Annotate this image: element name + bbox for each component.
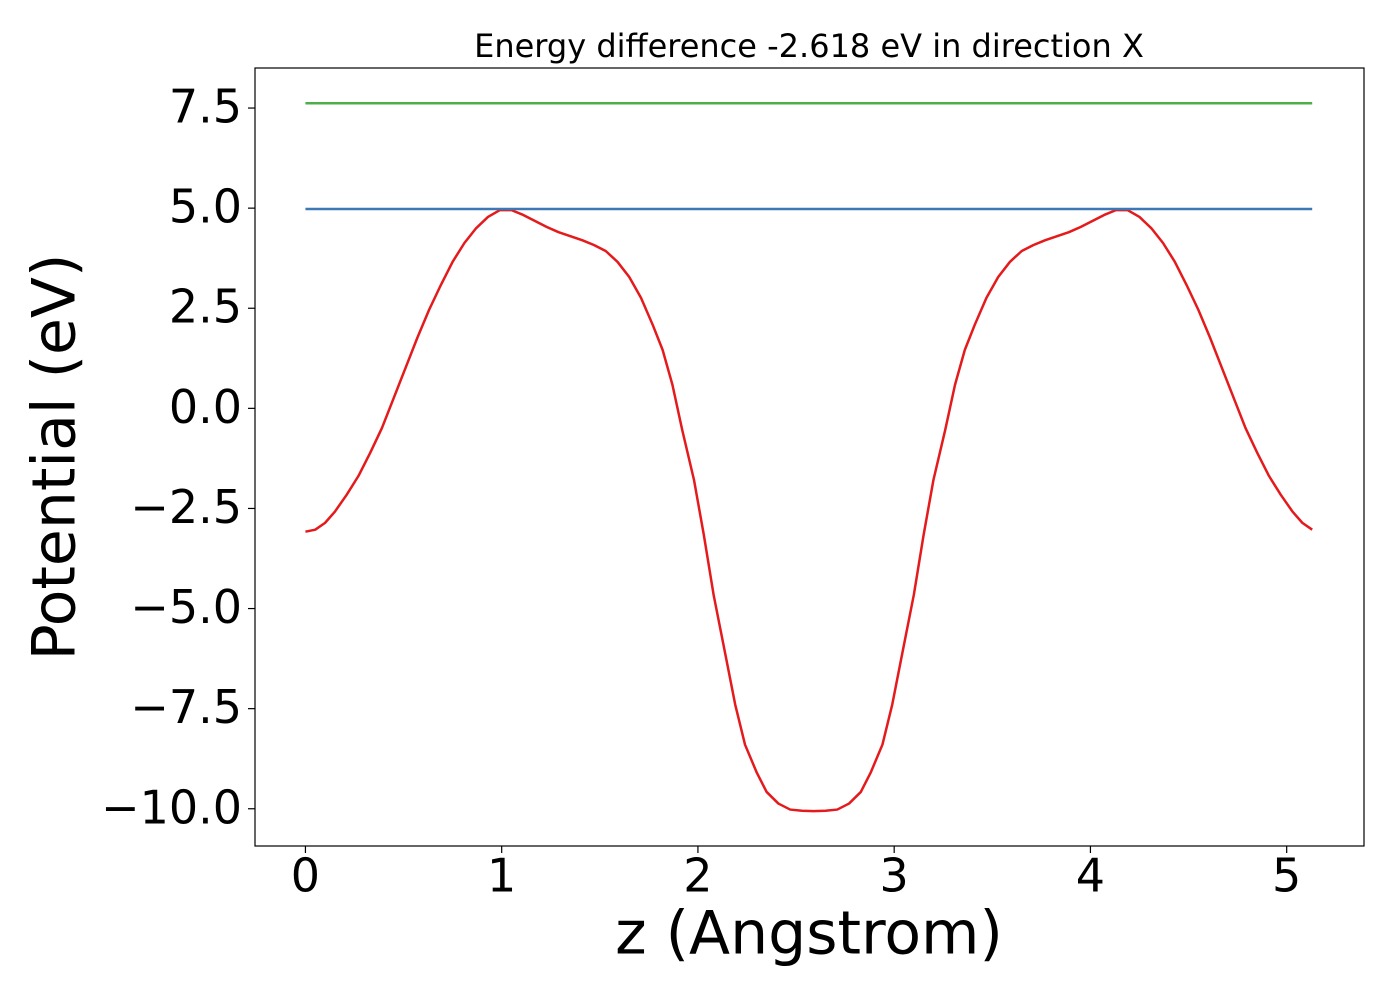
x-tick-label: 0 [291,849,320,903]
y-tick-label: 5.0 [169,180,242,234]
y-tick-label: 7.5 [169,80,242,134]
x-tick-label: 4 [1076,849,1105,903]
y-tick-label: −7.5 [130,680,242,734]
x-tick-label: 3 [880,849,909,903]
y-tick-label: −10.0 [101,780,242,834]
chart-title: Energy difference -2.618 eV in direction… [474,27,1144,65]
x-axis-label: z (Angstrom) [615,899,1003,969]
y-tick-label: 0.0 [169,380,242,434]
x-tick-label: 1 [487,849,516,903]
x-tick-label: 5 [1272,849,1301,903]
x-tick-label: 2 [683,849,712,903]
plot-frame [254,67,1365,847]
y-tick-label: −5.0 [130,580,242,634]
y-tick-label: −2.5 [130,480,242,534]
y-tick-label: 2.5 [169,280,242,334]
line-series [305,208,1313,813]
y-axis-label: Potential (eV) [20,254,90,661]
